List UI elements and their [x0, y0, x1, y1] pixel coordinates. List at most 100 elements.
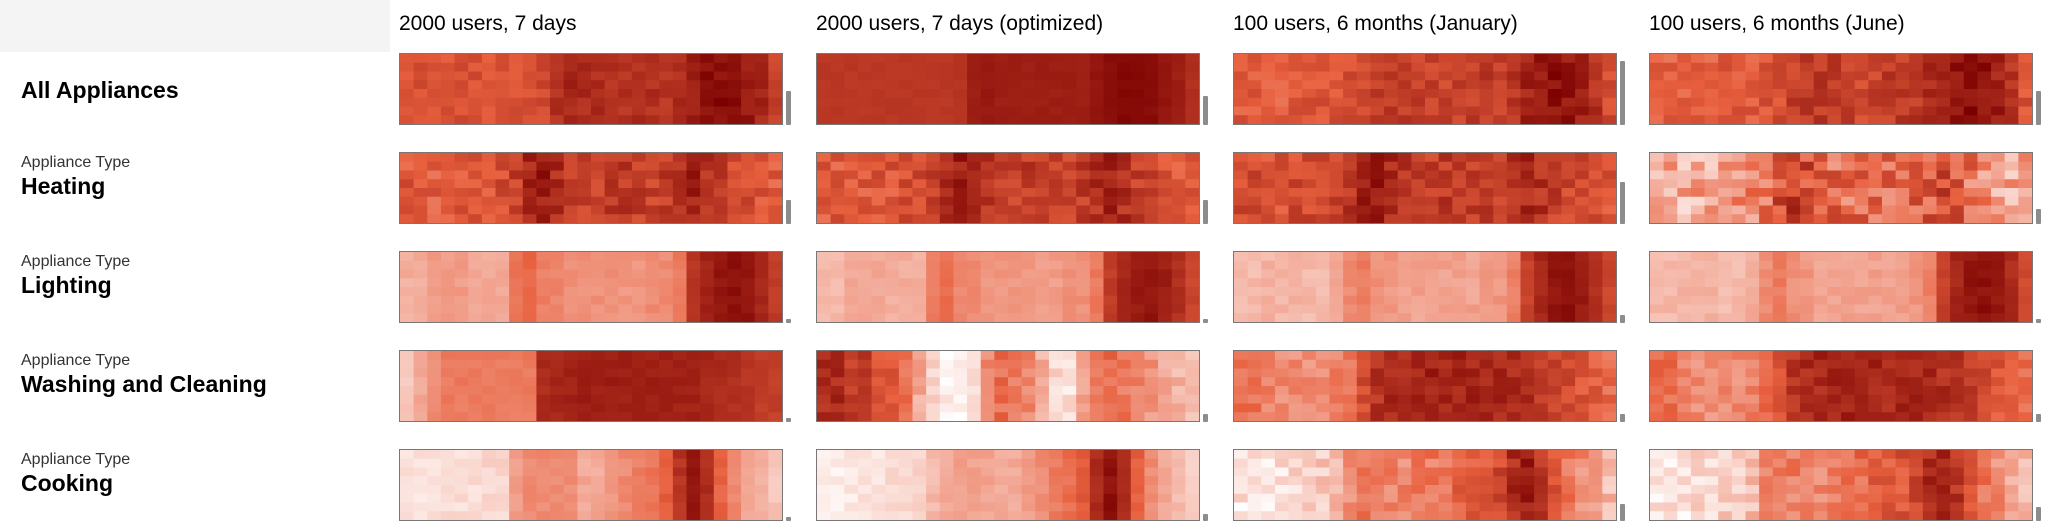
heatmap-tile: [1089, 188, 1105, 198]
heatmap-tile: [912, 205, 927, 215]
heatmap-tile: [1800, 394, 1815, 405]
heatmap-tile: [1690, 205, 1706, 215]
heatmap-tile: [741, 54, 756, 64]
heatmap-tile: [994, 394, 1009, 405]
heatmap-tile: [741, 115, 756, 124]
heatmap-tile: [857, 412, 873, 421]
heatmap-tile: [1786, 214, 1801, 223]
heatmap-tile: [1185, 304, 1199, 314]
heatmap-tile: [495, 80, 510, 90]
heatmap-tile: [1718, 54, 1733, 64]
heatmap-tile: [1076, 170, 1091, 180]
heatmap-tile: [844, 260, 859, 271]
heatmap-tile: [1520, 313, 1535, 322]
heatmap-tile: [618, 485, 633, 495]
heatmap-tile: [1130, 89, 1146, 99]
heatmap-tile: [440, 260, 456, 271]
heatmap-tile: [1356, 377, 1372, 387]
heatmap-tile: [1465, 179, 1481, 189]
heatmap-tile: [1493, 97, 1508, 108]
heatmap-tile: [1329, 80, 1344, 90]
heatmap-tile: [1479, 467, 1494, 477]
heatmap-tile: [1384, 359, 1399, 370]
heatmap-tile: [1261, 458, 1276, 469]
heatmap-tile: [1103, 278, 1118, 288]
heatmap-tile: [509, 205, 524, 215]
heatmap-tile: [885, 351, 900, 361]
heatmap-tile: [1868, 313, 1883, 322]
heatmap-tile: [468, 295, 483, 306]
heatmap-tile: [1731, 278, 1747, 288]
heatmap-tile: [754, 467, 769, 477]
heatmap-tile: [912, 97, 927, 108]
heatmap-tile: [536, 368, 551, 378]
heatmap-tile: [1547, 214, 1563, 223]
heatmap-tile: [1247, 188, 1262, 198]
heatmap-tile: [768, 485, 782, 495]
heatmap-tile: [1854, 351, 1869, 361]
heatmap-tile: [413, 394, 428, 405]
heatmap-tile: [1171, 476, 1186, 486]
heatmap-tile: [1881, 170, 1897, 180]
scale-bar: [1203, 414, 1208, 422]
heatmap-tile: [672, 170, 688, 180]
heatmap-tile: [1813, 467, 1828, 477]
heatmap-tile: [1800, 377, 1815, 387]
heatmap-tile: [495, 351, 510, 361]
heatmap-tile: [1841, 313, 1856, 322]
heatmap-tile: [980, 485, 995, 495]
heatmap-tile: [1677, 106, 1692, 116]
heatmap-tile: [1171, 485, 1186, 495]
heatmap-tile: [1963, 476, 1979, 486]
heatmap-tile: [912, 450, 927, 460]
heatmap-tile: [1261, 368, 1276, 378]
heatmap-tile: [844, 205, 859, 215]
heatmap-tile: [1731, 115, 1747, 124]
heatmap-tile: [1438, 161, 1453, 172]
heatmap-tile: [980, 170, 995, 180]
heatmap-tile: [481, 89, 497, 99]
heatmap-tile: [1991, 476, 2006, 486]
heatmap-tile: [1274, 161, 1290, 172]
heatmap-tile: [1185, 188, 1199, 198]
heatmap-tile: [481, 295, 497, 306]
heatmap-tile: [1343, 170, 1358, 180]
heatmap-tile: [1397, 97, 1412, 108]
heatmap-tile: [659, 97, 674, 108]
heatmap-tile: [1130, 188, 1146, 198]
heatmap-tile: [1185, 106, 1199, 116]
heatmap-tile: [912, 412, 927, 421]
heatmap-tile: [1868, 196, 1883, 207]
heatmap-tile: [1185, 511, 1199, 520]
heatmap-tile: [522, 476, 538, 486]
heatmap-tile: [857, 450, 873, 460]
heatmap-tile: [926, 278, 941, 288]
heatmap-tile: [440, 502, 456, 512]
heatmap-tile: [1103, 304, 1118, 314]
heatmap-tile: [1895, 196, 1910, 207]
heatmap-tile: [1534, 295, 1549, 306]
heatmap-tile: [454, 269, 469, 279]
heatmap-tile: [1650, 386, 1665, 396]
heatmap-tile: [400, 97, 415, 108]
heatmap-tile: [727, 403, 742, 413]
heatmap-tile: [1506, 97, 1522, 108]
heatmap-tile: [1936, 287, 1951, 297]
heatmap-tile: [1602, 170, 1616, 180]
heatmap-tile: [1520, 196, 1535, 207]
heatmap-tile: [953, 214, 968, 223]
heatmap-tile: [1076, 386, 1091, 396]
heatmap-tile: [495, 377, 510, 387]
heatmap-tile: [980, 89, 995, 99]
heatmap-tile: [604, 179, 619, 189]
heatmap-tile: [912, 170, 927, 180]
heatmap-tile: [844, 304, 859, 314]
heatmap-tile: [1800, 304, 1815, 314]
heatmap-tile: [1745, 115, 1760, 124]
heatmap-tile: [967, 493, 982, 504]
heatmap-tile: [1547, 62, 1563, 73]
heatmap-tile: [454, 377, 469, 387]
heatmap-tile: [1854, 54, 1869, 64]
heatmap-tile: [577, 115, 592, 124]
heatmap-tile: [440, 511, 456, 520]
